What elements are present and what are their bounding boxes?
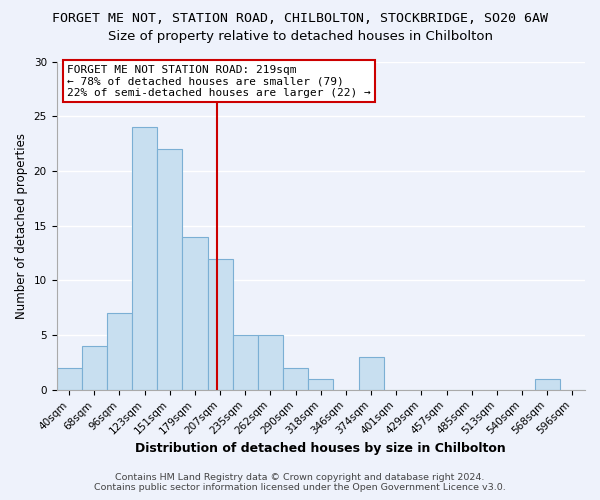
Bar <box>359 357 383 390</box>
Text: Size of property relative to detached houses in Chilbolton: Size of property relative to detached ho… <box>107 30 493 43</box>
Bar <box>283 368 308 390</box>
Bar <box>258 335 283 390</box>
Bar <box>208 258 233 390</box>
Bar <box>157 149 182 390</box>
Bar <box>132 127 157 390</box>
Text: FORGET ME NOT, STATION ROAD, CHILBOLTON, STOCKBRIDGE, SO20 6AW: FORGET ME NOT, STATION ROAD, CHILBOLTON,… <box>52 12 548 26</box>
Bar <box>56 368 82 390</box>
Y-axis label: Number of detached properties: Number of detached properties <box>15 132 28 318</box>
Bar <box>535 379 560 390</box>
X-axis label: Distribution of detached houses by size in Chilbolton: Distribution of detached houses by size … <box>136 442 506 455</box>
Bar <box>107 313 132 390</box>
Text: Contains HM Land Registry data © Crown copyright and database right 2024.
Contai: Contains HM Land Registry data © Crown c… <box>94 473 506 492</box>
Text: FORGET ME NOT STATION ROAD: 219sqm
← 78% of detached houses are smaller (79)
22%: FORGET ME NOT STATION ROAD: 219sqm ← 78%… <box>67 65 371 98</box>
Bar <box>308 379 334 390</box>
Bar <box>233 335 258 390</box>
Bar <box>82 346 107 390</box>
Bar <box>182 236 208 390</box>
